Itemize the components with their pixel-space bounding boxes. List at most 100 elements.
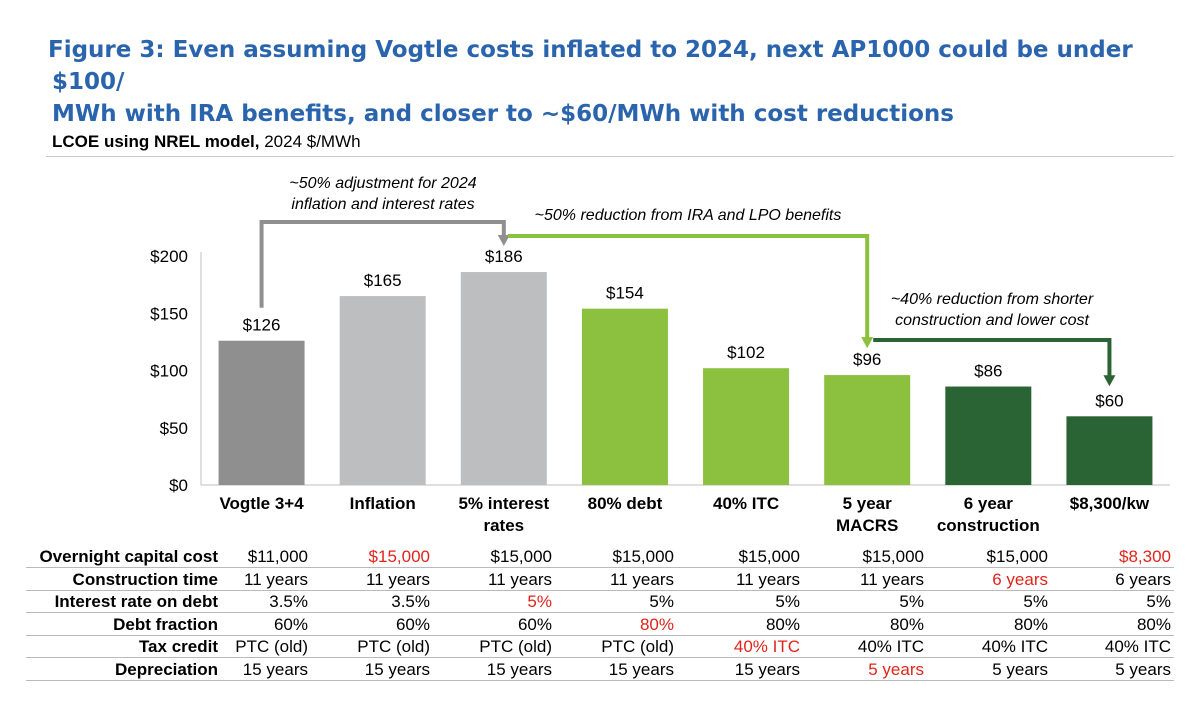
- y-tick-label: $50: [160, 419, 188, 438]
- table-cell: 40% ITC: [733, 637, 800, 656]
- bar: [218, 340, 305, 485]
- bar: [1066, 416, 1153, 485]
- y-tick-label: $150: [150, 304, 188, 323]
- chart-subtitle-units: 2024 $/MWh: [259, 132, 361, 151]
- bar: [339, 296, 426, 485]
- table-cell: 80%: [889, 614, 924, 634]
- bar: [945, 386, 1032, 485]
- lcoe-bar-chart: $0 $50 $100 $150 $200 $126 Vogtle 3+4 $165 Infla…: [150, 175, 1170, 535]
- table-cell: 3.5%: [391, 592, 430, 611]
- table-cell: PTC (old): [479, 637, 552, 656]
- table-cell: 15 years: [734, 659, 800, 679]
- table-cell: $15,000: [368, 547, 430, 566]
- table-cell: PTC (old): [601, 637, 674, 656]
- table-cell: 11 years: [244, 569, 308, 589]
- table-cell: 6 years: [1115, 569, 1171, 589]
- table-cell: 5%: [1146, 592, 1171, 611]
- annotation-arrow-ira: [507, 234, 870, 343]
- table-row: Tax credit PTC (old) PTC (old) PTC (old) PTC…: [0, 636, 1200, 658]
- table-cell: 5%: [527, 592, 552, 611]
- table-cell: 5 years: [992, 659, 1048, 679]
- table-cell: 80%: [1013, 614, 1048, 634]
- table-cell: 11 years: [488, 569, 552, 589]
- table-cell: 15 years: [486, 659, 552, 679]
- bar-value-label: $96: [853, 350, 881, 369]
- bar-value-label: $60: [1095, 391, 1123, 410]
- annotation-arrowhead-inflation: [497, 235, 510, 247]
- table-row: Overnight capital cost $11,000 $15,000 $15,…: [0, 546, 1200, 568]
- table-row-label: Interest rate on debt: [54, 592, 218, 611]
- table-cell: 11 years: [610, 569, 674, 589]
- x-category-label: MACRS: [836, 516, 898, 535]
- table-cell: 5 years: [1115, 659, 1171, 679]
- x-category-label: construction: [937, 516, 1040, 535]
- table-cell: $15,000: [490, 547, 552, 566]
- table-cell: 80%: [639, 614, 674, 634]
- annotation-arrowhead-ira: [861, 337, 874, 349]
- annotation-text-inflation: ~50% adjustment for 2024: [289, 175, 476, 192]
- figure-title-line1: Figure 3: Even assuming Vogtle costs inf…: [48, 37, 1133, 95]
- bar-value-label: $165: [364, 271, 402, 290]
- table-cell: 80%: [765, 614, 800, 634]
- x-category-label: 40% ITC: [713, 494, 779, 513]
- table-row-divider: [26, 612, 1174, 613]
- table-cell: 80%: [1136, 614, 1171, 634]
- table-row: Interest rate on debt 3.5% 3.5% 5% 5% 5% 5% 5% 5…: [0, 591, 1200, 613]
- table-cell: 15 years: [608, 659, 674, 679]
- table-row: Debt fraction 60% 60% 60% 80% 80% 80% 80% 80%: [0, 614, 1200, 636]
- table-row-divider: [26, 634, 1174, 636]
- annotation-text-ira: ~50% reduction from IRA and LPO benefits: [535, 207, 842, 224]
- table-cell: 5%: [649, 592, 674, 611]
- x-category-label: rates: [483, 516, 524, 535]
- table-cell: 5 years: [868, 659, 924, 679]
- table-cell: 60%: [517, 614, 552, 634]
- table-row-divider: [26, 589, 1174, 591]
- y-tick-label: $0: [169, 476, 188, 495]
- bar-value-label: $186: [485, 247, 523, 266]
- x-category-label: $8,300/kw: [1070, 494, 1150, 513]
- table-cell: 5%: [899, 592, 924, 611]
- table-cell: 11 years: [736, 569, 800, 589]
- table-row-label: Construction time: [72, 569, 218, 589]
- annotation-text-construction: construction and lower cost: [895, 312, 1089, 329]
- table-row: Depreciation 15 years 15 years 15 years 15 y…: [0, 659, 1200, 681]
- x-category-label: 6 year: [964, 494, 1014, 513]
- bar-value-label: $102: [727, 343, 765, 362]
- table-cell: 40% ITC: [857, 637, 924, 656]
- bar-value-label: $154: [606, 284, 644, 303]
- x-category-label: Inflation: [350, 494, 416, 513]
- table-cell: 5%: [775, 592, 800, 611]
- y-tick-label: $100: [150, 362, 188, 381]
- table-cell: $15,000: [862, 547, 924, 566]
- table-cell: 40% ITC: [1104, 637, 1171, 656]
- bar: [581, 308, 668, 485]
- table-cell: 6 years: [992, 569, 1048, 589]
- table-row-label: Depreciation: [115, 659, 218, 679]
- table-cell: $15,000: [738, 547, 800, 566]
- bar: [460, 272, 547, 485]
- table-cell: $15,000: [986, 547, 1048, 566]
- table-cell: PTC (old): [235, 637, 308, 656]
- chart-subtitle: LCOE using NREL model, 2024 $/MWh: [52, 131, 361, 153]
- table-cell: $15,000: [612, 547, 674, 566]
- table-cell: 60%: [273, 614, 308, 634]
- annotation-text-construction: ~40% reduction from shorter: [891, 291, 1094, 308]
- y-tick-label: $200: [150, 247, 188, 266]
- figure-title-line2: MWh with IRA benefits, and closer to ~$6…: [52, 101, 954, 127]
- annotation-arrow-inflation: [259, 220, 506, 308]
- table-cell: 5%: [1023, 592, 1048, 611]
- x-category-label: 80% debt: [588, 494, 663, 513]
- table-cell: $11,000: [247, 547, 308, 566]
- table-row-label: Overnight capital cost: [39, 547, 218, 566]
- figure-title: Figure 3: Even assuming Vogtle costs inf…: [26, 34, 1186, 130]
- bar: [703, 368, 790, 485]
- table-cell: 60%: [395, 614, 430, 634]
- table-cell: 40% ITC: [981, 637, 1048, 656]
- annotation-arrow-construction: [873, 338, 1112, 381]
- table-cell: 11 years: [860, 569, 924, 589]
- table-cell: 11 years: [366, 569, 430, 589]
- table-cell: $8,300: [1119, 547, 1171, 566]
- table-cell: 15 years: [364, 659, 430, 679]
- table-row: Construction time 11 years 11 years 11 year…: [0, 569, 1200, 591]
- table-cell: 15 years: [242, 659, 308, 679]
